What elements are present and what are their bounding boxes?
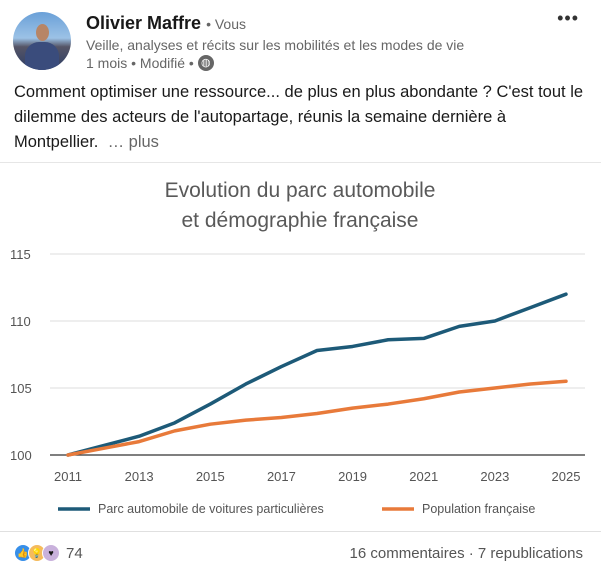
author-name[interactable]: Olivier Maffre • Vous xyxy=(86,13,246,34)
x-tick-label: 2013 xyxy=(125,469,154,484)
legend-label: Parc automobile de voitures particulière… xyxy=(98,502,324,516)
post-text: Comment optimiser une ressource... de pl… xyxy=(14,80,594,155)
series-line xyxy=(66,292,568,457)
divider xyxy=(0,162,601,163)
reaction-count[interactable]: 74 xyxy=(66,544,83,562)
x-tick-label: 2021 xyxy=(409,469,438,484)
x-tick-label: 2017 xyxy=(267,469,296,484)
x-tick-label: 2015 xyxy=(196,469,225,484)
social-bar: 👍 💡 ♥ 74 16 commentaires · 7 republicati… xyxy=(0,531,601,571)
globe-icon: ◍ xyxy=(197,55,214,71)
x-tick-label: 2011 xyxy=(54,469,82,484)
stats: 16 commentaires · 7 republications xyxy=(350,545,583,562)
y-tick-label: 115 xyxy=(10,247,31,262)
you-badge: • Vous xyxy=(206,16,246,32)
y-tick-label: 110 xyxy=(10,314,31,329)
avatar[interactable] xyxy=(13,12,71,70)
chart[interactable]: Evolution du parc automobile et démograph… xyxy=(0,165,601,530)
post-time: 1 mois • Modifié • xyxy=(86,55,194,71)
comments-link[interactable]: 16 commentaires xyxy=(349,545,465,562)
author-name-text[interactable]: Olivier Maffre xyxy=(86,13,202,33)
more-options-button[interactable]: ••• xyxy=(557,8,579,28)
author-headline: Veille, analyses et récits sur les mobil… xyxy=(86,37,465,53)
insightful-icon: 💡 xyxy=(28,544,46,562)
separator: · xyxy=(468,545,474,562)
x-tick-label: 2019 xyxy=(338,469,367,484)
see-more-link[interactable]: … plus xyxy=(107,133,159,151)
y-tick-label: 100 xyxy=(10,448,32,463)
x-tick-label: 2025 xyxy=(552,469,581,484)
y-tick-label: 105 xyxy=(10,381,32,396)
series-line xyxy=(66,379,568,457)
post-body: Comment optimiser une ressource... de pl… xyxy=(14,83,584,151)
legend-label: Population française xyxy=(422,502,535,516)
support-icon: ♥ xyxy=(42,544,60,562)
chart-title: Evolution du parc automobile xyxy=(165,179,436,202)
reactions[interactable]: 👍 💡 ♥ 74 xyxy=(14,544,83,562)
x-tick-label: 2023 xyxy=(480,469,509,484)
reposts-link[interactable]: 7 republications xyxy=(477,545,583,562)
post-meta: 1 mois • Modifié • ◍ xyxy=(86,55,214,71)
chart-title: et démographie française xyxy=(182,209,419,232)
like-icon: 👍 xyxy=(14,544,32,562)
